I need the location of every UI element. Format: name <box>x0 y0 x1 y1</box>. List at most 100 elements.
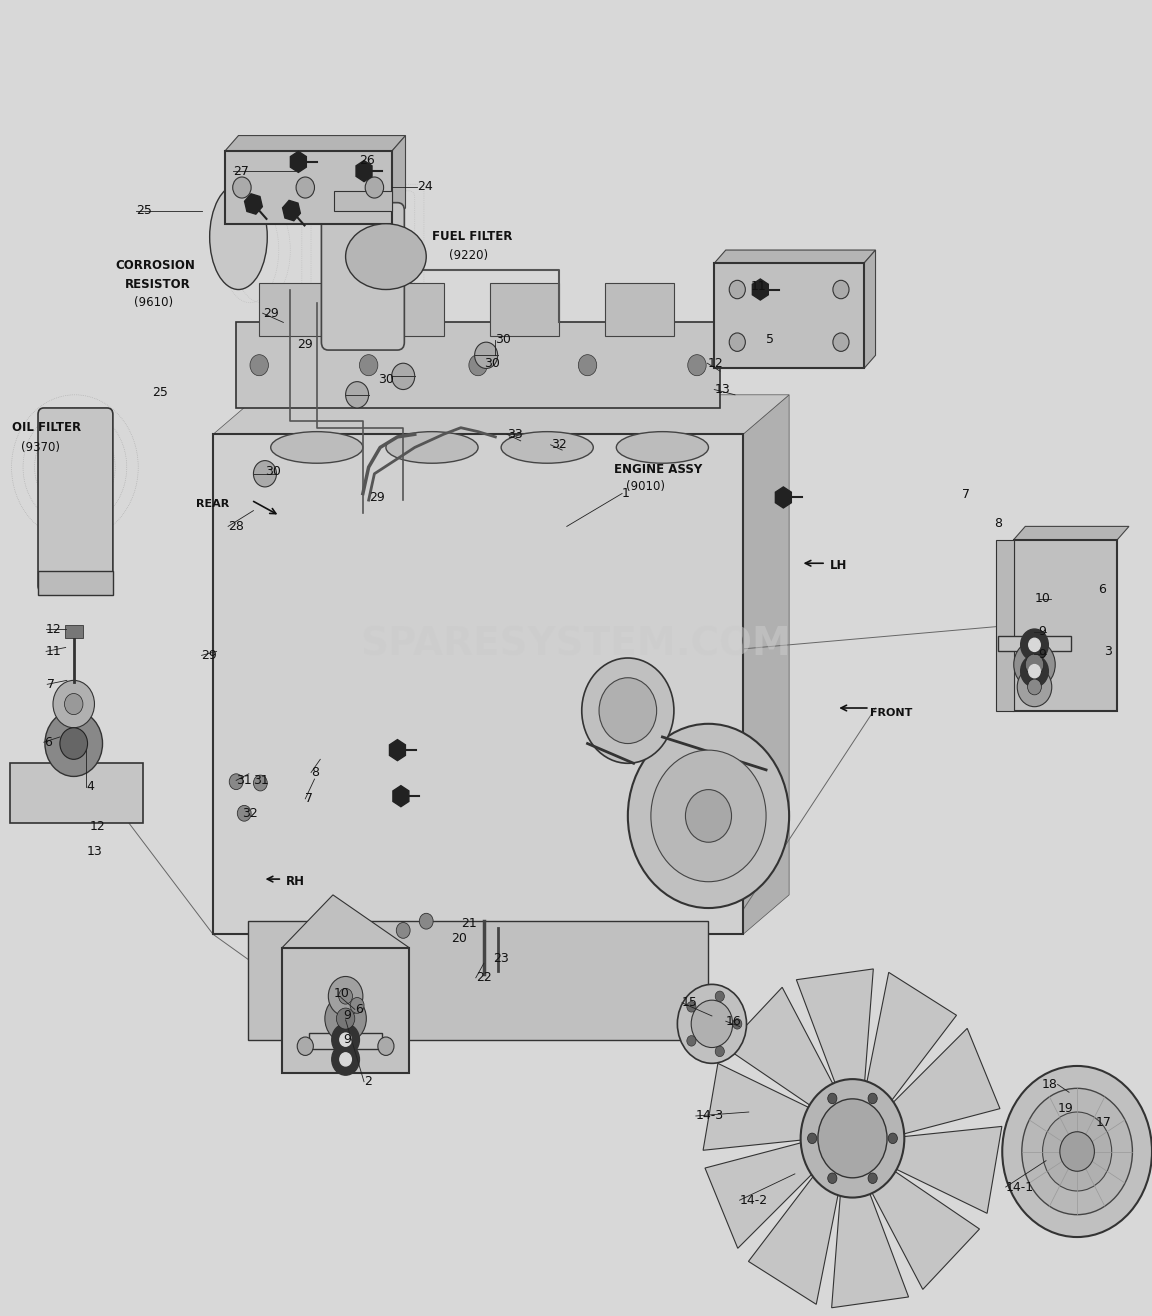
Text: 14-2: 14-2 <box>740 1194 767 1207</box>
Text: 27: 27 <box>233 164 249 178</box>
Bar <box>65 625 83 638</box>
Text: 10: 10 <box>1034 592 1051 605</box>
Text: 12: 12 <box>707 357 723 370</box>
Circle shape <box>869 1173 878 1183</box>
Text: 6: 6 <box>1098 583 1106 596</box>
Bar <box>248 921 708 1040</box>
Bar <box>374 283 444 336</box>
Text: 9: 9 <box>343 1033 351 1046</box>
Text: 32: 32 <box>242 807 258 820</box>
Text: 4: 4 <box>86 780 94 794</box>
Text: 6: 6 <box>355 1003 363 1016</box>
Text: FUEL FILTER: FUEL FILTER <box>432 230 513 243</box>
Circle shape <box>628 724 789 908</box>
Text: REAR: REAR <box>196 499 229 509</box>
Circle shape <box>1022 1088 1132 1215</box>
Text: 19: 19 <box>1058 1101 1074 1115</box>
Circle shape <box>1060 1132 1094 1171</box>
Circle shape <box>827 1094 836 1104</box>
Ellipse shape <box>616 432 708 463</box>
Bar <box>10 763 143 822</box>
Circle shape <box>53 680 94 728</box>
Circle shape <box>336 1008 355 1029</box>
Text: 29: 29 <box>369 491 385 504</box>
Text: 3: 3 <box>1104 645 1112 658</box>
Circle shape <box>801 1079 904 1198</box>
Circle shape <box>651 750 766 882</box>
Text: 14-1: 14-1 <box>1006 1180 1033 1194</box>
Circle shape <box>339 988 353 1004</box>
Text: 30: 30 <box>495 333 511 346</box>
Circle shape <box>365 178 384 199</box>
Circle shape <box>297 1037 313 1055</box>
Circle shape <box>378 1037 394 1055</box>
Circle shape <box>296 178 314 199</box>
Text: 25: 25 <box>152 386 168 399</box>
Bar <box>605 283 674 336</box>
Text: 31: 31 <box>236 774 252 787</box>
Text: 16: 16 <box>726 1015 742 1028</box>
Text: 9: 9 <box>1038 647 1046 661</box>
Text: 10: 10 <box>334 987 350 1000</box>
Text: 31: 31 <box>253 774 270 787</box>
Bar <box>490 283 559 336</box>
Circle shape <box>888 1133 897 1144</box>
Text: OIL FILTER: OIL FILTER <box>12 421 81 434</box>
Circle shape <box>1043 1112 1112 1191</box>
Bar <box>38 571 113 595</box>
Circle shape <box>833 333 849 351</box>
Circle shape <box>1028 679 1041 695</box>
Ellipse shape <box>501 432 593 463</box>
Bar <box>996 540 1014 711</box>
Circle shape <box>687 1036 696 1046</box>
Text: (9010): (9010) <box>626 480 665 494</box>
Text: LH: LH <box>829 559 847 572</box>
Ellipse shape <box>210 184 267 290</box>
Circle shape <box>687 1001 696 1012</box>
Polygon shape <box>880 1126 1002 1213</box>
Text: 11: 11 <box>751 280 767 293</box>
Bar <box>334 191 392 211</box>
Text: 6: 6 <box>44 736 52 749</box>
Circle shape <box>715 1046 725 1057</box>
Circle shape <box>233 178 251 199</box>
Circle shape <box>677 984 746 1063</box>
Polygon shape <box>743 395 789 934</box>
Polygon shape <box>832 1177 909 1308</box>
Circle shape <box>808 1133 817 1144</box>
Circle shape <box>253 461 276 487</box>
Circle shape <box>325 995 366 1042</box>
Circle shape <box>869 1094 878 1104</box>
FancyBboxPatch shape <box>38 408 113 592</box>
Polygon shape <box>863 973 956 1115</box>
Text: 5: 5 <box>766 333 774 346</box>
Circle shape <box>475 342 498 368</box>
Circle shape <box>1017 667 1052 707</box>
Bar <box>225 151 392 224</box>
Text: 1: 1 <box>622 487 630 500</box>
Bar <box>236 322 720 408</box>
Circle shape <box>340 1053 351 1066</box>
Text: 29: 29 <box>297 338 313 351</box>
Circle shape <box>229 774 243 790</box>
Text: 15: 15 <box>682 996 698 1009</box>
Text: 12: 12 <box>46 622 62 636</box>
Polygon shape <box>752 279 768 300</box>
Text: 18: 18 <box>1041 1078 1058 1091</box>
Text: FRONT: FRONT <box>870 708 912 719</box>
Circle shape <box>392 363 415 390</box>
Text: 13: 13 <box>86 845 103 858</box>
Polygon shape <box>389 740 406 761</box>
Ellipse shape <box>346 224 426 290</box>
Text: 21: 21 <box>461 917 477 930</box>
Text: CORROSION: CORROSION <box>115 259 195 272</box>
Polygon shape <box>796 969 873 1100</box>
Text: RESISTOR: RESISTOR <box>124 278 190 291</box>
Circle shape <box>65 694 83 715</box>
Text: 33: 33 <box>507 428 523 441</box>
Circle shape <box>685 790 732 842</box>
Text: ENGINE ASSY: ENGINE ASSY <box>614 463 703 476</box>
Text: 9: 9 <box>1038 625 1046 638</box>
Circle shape <box>715 991 725 1001</box>
Polygon shape <box>393 786 409 807</box>
